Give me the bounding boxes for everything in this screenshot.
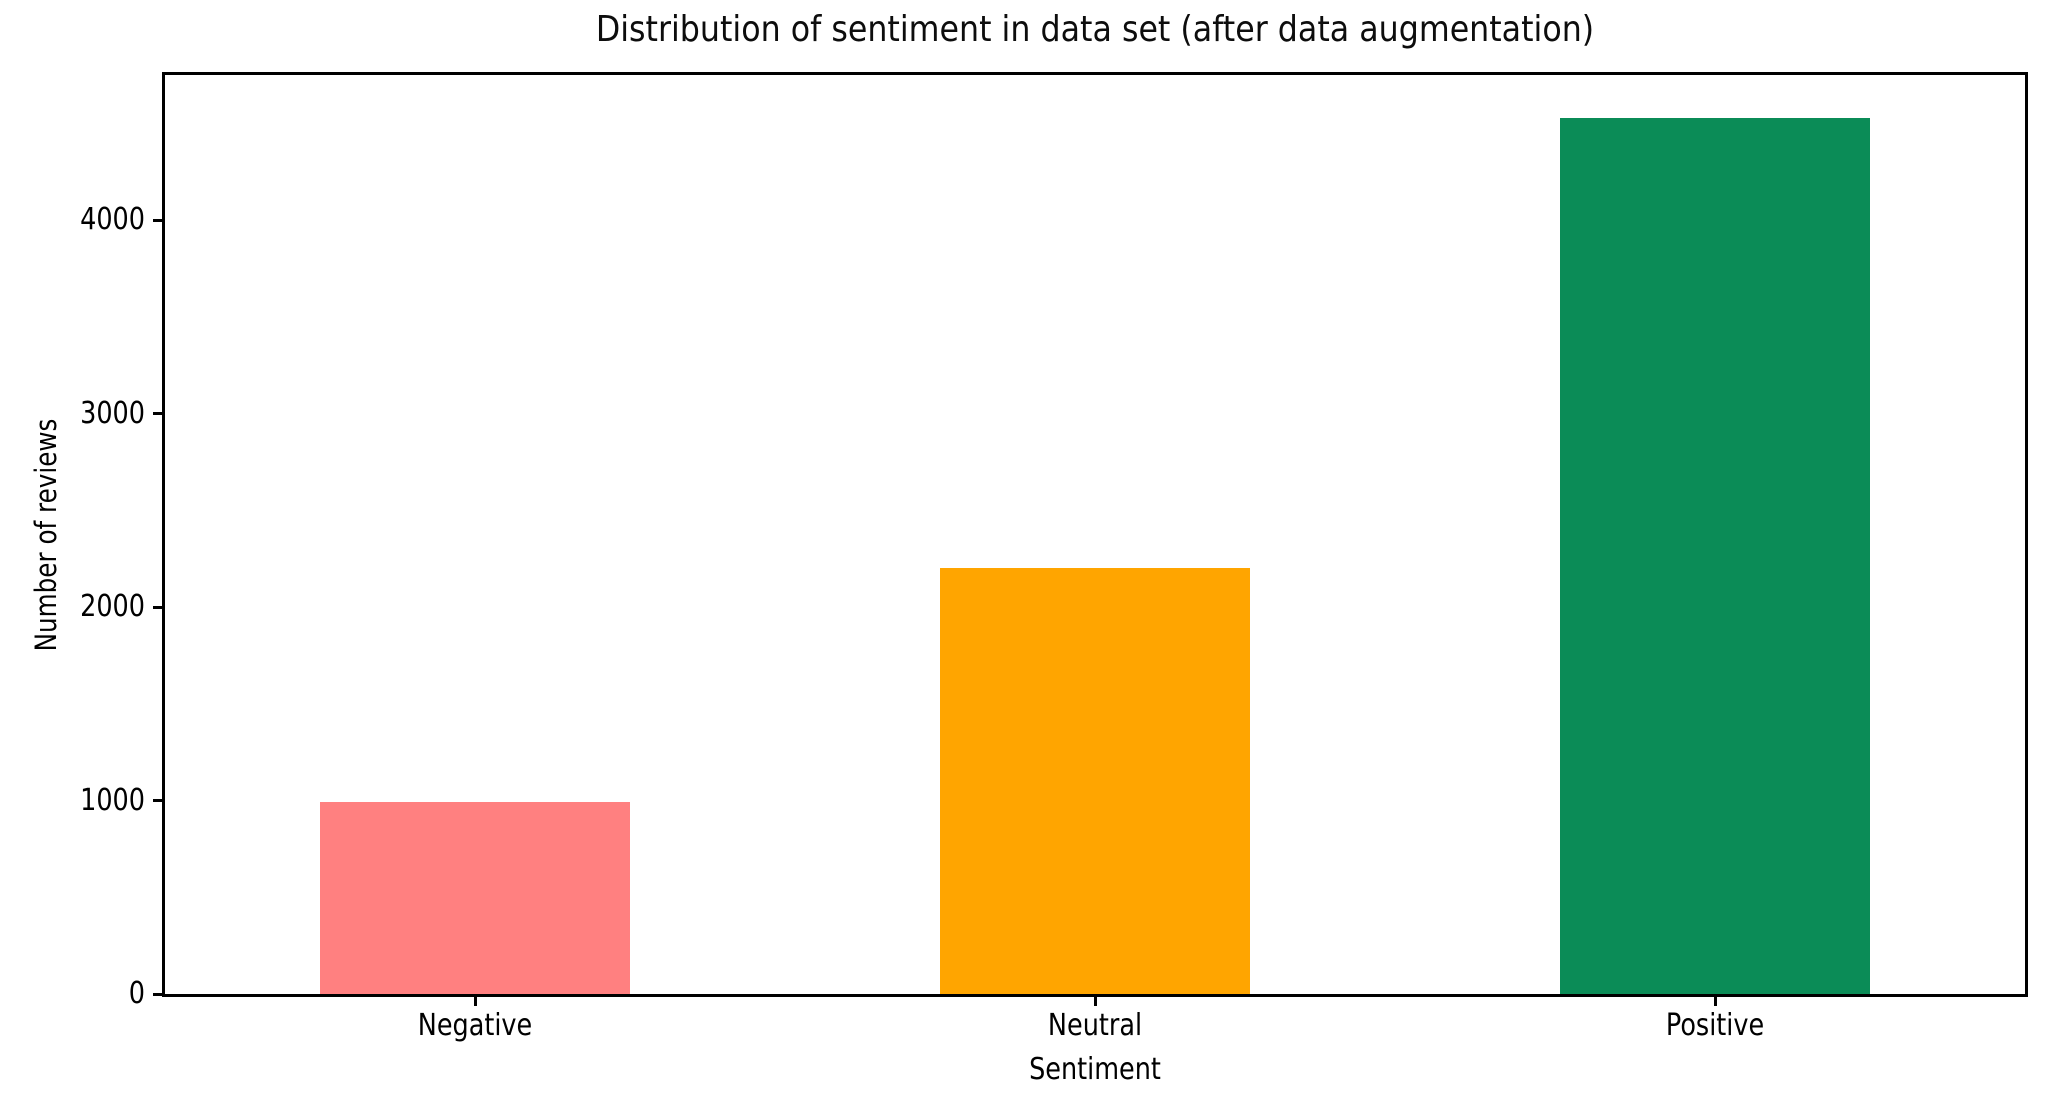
bar-positive	[1560, 117, 1870, 994]
x-tick-label: Negative	[417, 1008, 533, 1043]
x-axis-label: Sentiment	[1029, 1052, 1161, 1087]
x-tick-mark	[1713, 997, 1717, 1006]
y-tick-label: 0	[128, 976, 145, 1011]
x-tick-mark	[1093, 997, 1097, 1006]
x-tick-label: Neutral	[1047, 1008, 1143, 1043]
plot-area: Negative Neutral Positive 0 1000 2000 3000 4000	[80, 72, 2028, 1042]
y-tick-label: 3000	[80, 395, 145, 431]
x-tick-label: Positive	[1665, 1008, 1765, 1043]
y-tick-label: 2000	[80, 589, 145, 625]
y-tick-mark	[153, 799, 162, 803]
y-tick-label: 1000	[80, 782, 145, 818]
bar-negative	[320, 802, 630, 994]
y-tick-mark	[153, 992, 162, 996]
bar-neutral	[940, 568, 1250, 994]
y-tick-mark	[153, 605, 162, 609]
y-tick-label: 4000	[80, 202, 145, 238]
y-tick-mark	[153, 218, 162, 222]
chart-title: Distribution of sentiment in data set (a…	[595, 9, 1595, 50]
x-tick-mark	[473, 997, 477, 1006]
y-tick-mark	[153, 412, 162, 416]
